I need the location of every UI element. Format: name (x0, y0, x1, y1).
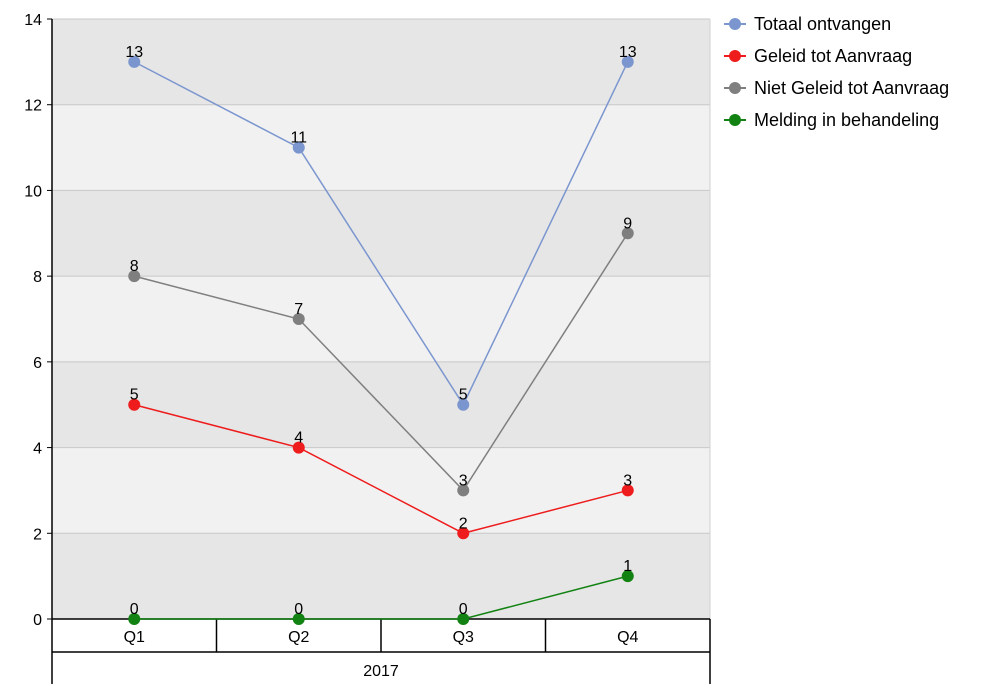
data-label: 5 (130, 387, 139, 404)
plot-background (52, 19, 710, 619)
data-label: 8 (130, 258, 139, 275)
y-tick-label: 2 (33, 526, 42, 543)
y-tick-label: 12 (24, 98, 42, 115)
data-label: 3 (623, 472, 632, 489)
y-tick-label: 0 (33, 612, 42, 629)
data-point (457, 398, 470, 411)
data-point (457, 613, 470, 625)
series-points (128, 55, 634, 625)
legend-item: Totaal ontvangen (724, 8, 949, 40)
data-label: 13 (125, 44, 143, 61)
data-label: 5 (459, 387, 468, 404)
data-point (292, 441, 305, 454)
y-tick-label: 14 (24, 12, 42, 29)
data-label: 9 (623, 215, 632, 232)
data-label: 7 (294, 301, 303, 318)
data-point (292, 313, 305, 325)
x-group-label: 2017 (363, 663, 399, 680)
plot-band (52, 276, 710, 362)
legend-marker-icon (724, 17, 746, 31)
plot-band (52, 104, 710, 191)
data-point (292, 613, 305, 625)
legend-item: Niet Geleid tot Aanvraag (724, 72, 949, 104)
data-label: 0 (294, 601, 303, 618)
data-label: 4 (294, 430, 303, 447)
data-point (128, 270, 141, 283)
series-line (134, 575, 628, 620)
plot-band (52, 19, 710, 105)
x-category-label: Q3 (453, 629, 474, 646)
axes (51, 19, 711, 684)
series-line (133, 61, 629, 407)
legend-marker-icon (724, 49, 746, 63)
x-category-label: Q4 (617, 629, 638, 646)
legend-item: Melding in behandeling (724, 104, 949, 136)
plot-band (52, 533, 710, 619)
data-label: 13 (619, 44, 637, 61)
legend-marker-icon (724, 113, 746, 127)
legend-label: Geleid tot Aanvraag (754, 45, 913, 66)
legend: Totaal ontvangen Geleid tot Aanvraag Niet … (724, 8, 949, 136)
data-point (128, 398, 141, 411)
data-label: 3 (459, 472, 468, 489)
data-label: 0 (459, 601, 468, 618)
series-line (134, 232, 629, 492)
legend-item: Geleid tot Aanvraag (724, 40, 949, 72)
x-category-label: Q2 (288, 629, 309, 646)
series-lines (133, 61, 629, 620)
y-tick-label: 8 (33, 269, 42, 286)
plot-band (52, 190, 710, 277)
data-label: 1 (623, 558, 632, 575)
data-point (621, 55, 634, 68)
legend-label: Totaal ontvangen (754, 13, 892, 34)
data-point (621, 484, 634, 497)
data-labels: 13 11 5 13 5 4 2 3 8 7 3 9 0 0 0 1 (125, 44, 636, 618)
legend-marker-icon (724, 81, 746, 95)
data-point (128, 55, 141, 68)
y-axis-ticks: 0 2 4 6 8 10 12 14 (24, 12, 52, 629)
y-tick-label: 10 (24, 183, 42, 200)
y-tick-label: 4 (33, 441, 42, 458)
data-point (621, 227, 634, 240)
series-line (134, 403, 628, 535)
x-axis-categories: Q1 Q2 Q3 Q4 2017 (52, 618, 711, 684)
y-tick-label: 6 (33, 355, 42, 372)
legend-label: Niet Geleid tot Aanvraag (754, 77, 950, 98)
data-point (621, 570, 634, 583)
data-point (457, 484, 470, 497)
data-label: 2 (459, 515, 468, 532)
legend-label: Melding in behandeling (754, 109, 940, 130)
data-label: 11 (290, 130, 307, 147)
data-label: 0 (130, 601, 139, 618)
x-category-label: Q1 (124, 629, 145, 646)
data-point (292, 141, 305, 154)
data-point (128, 613, 141, 625)
data-point (457, 527, 470, 540)
